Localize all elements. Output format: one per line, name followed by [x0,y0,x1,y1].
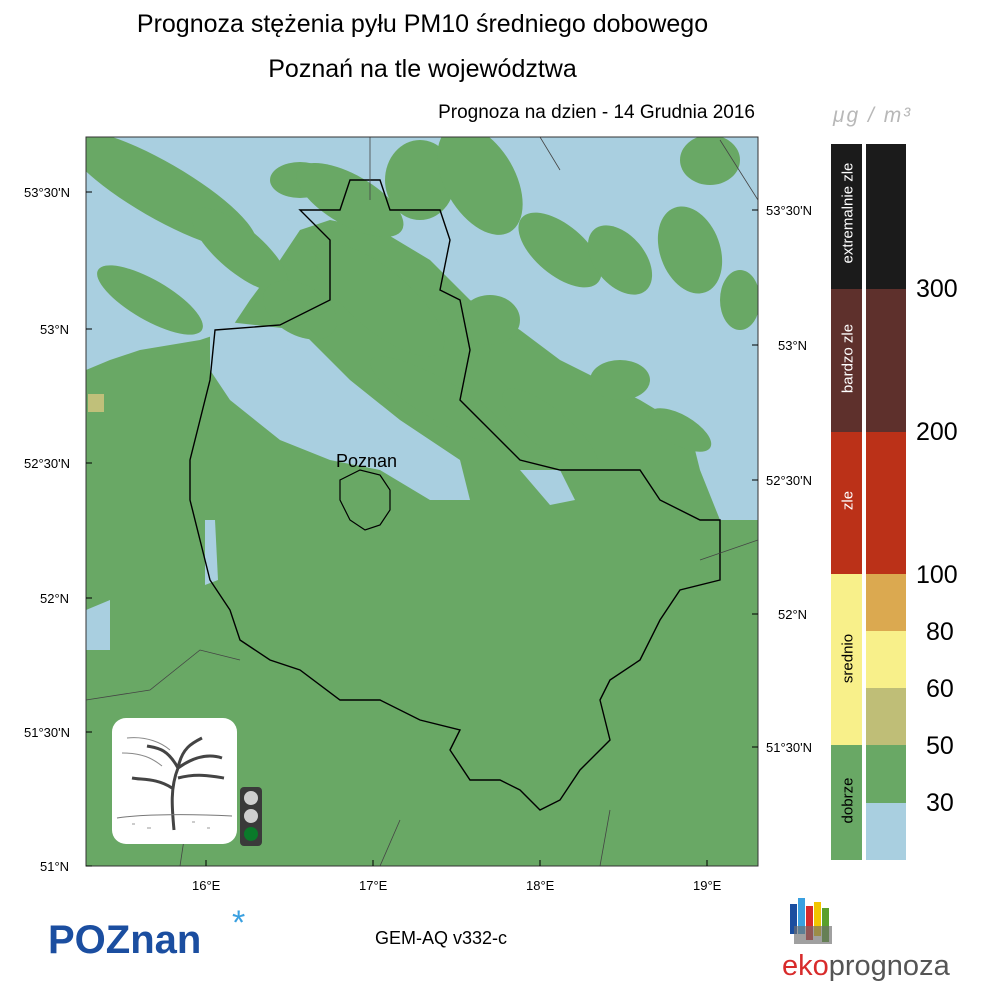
scale-band [866,144,906,289]
threshold-label: 60 [926,675,954,703]
poznan-city-border [339,469,391,531]
lat-label-right: 53°N [778,338,808,353]
good-streaks [86,137,758,472]
lat-label-right: 52°N [778,607,808,622]
threshold-label: 200 [916,418,958,446]
threshold-label: 300 [916,275,958,303]
map-ticks [86,191,758,867]
lat-label-left: 52°30'N [24,456,70,471]
scale-band [866,432,906,574]
moderate-patch [88,394,104,412]
threshold-label: 80 [926,618,954,646]
lat-label-right: 52°30'N [766,473,812,488]
scale-band [866,745,906,803]
legend-category-moderate [831,574,862,745]
wind-tree-icon [112,718,237,844]
legend-label-extreme: extremalnie zle [839,162,857,264]
very-good-regions [86,137,758,650]
model-version: GEM-AQ v332-c [375,928,508,948]
legend-scale-bar [866,144,906,860]
province-border [189,179,721,811]
threshold-label: 50 [926,732,954,760]
legend-label-good: dobrze [839,777,857,824]
city-label: Poznan [336,451,398,471]
legend-label-moderate: srednio [839,633,857,684]
scale-band [866,631,906,688]
traffic-light-red-off-icon [244,791,258,805]
page-title: Prognoza stężenia pyłu PM10 średniego do… [136,10,709,38]
legend-category-very-bad [831,289,862,432]
ekoprognoza-bars-icon [790,898,840,946]
legend-category-good [831,745,862,860]
traffic-light-green-on-icon [244,827,258,841]
threshold-label: 30 [926,789,954,817]
legend-label-very-bad: bardzo zle [839,323,857,394]
legend-label-bad: zle [839,490,857,511]
lat-label-left: 51°N [40,859,70,874]
scale-band [866,574,906,631]
scale-band [866,803,906,860]
threshold-label: 100 [916,561,958,589]
poznan-logo-text: POZnan [48,918,202,962]
scale-band [866,688,906,745]
forecast-date: Prognoza na dzien - 14 Grudnia 2016 [438,102,755,123]
lat-label-left: 53°N [40,322,70,337]
traffic-light-yellow-off-icon [244,809,258,823]
page-subtitle: Poznań na tle województwa [268,55,577,83]
scale-band [866,289,906,432]
poznan-logo: POZnan * [48,904,245,963]
lon-label: 19°E [693,878,722,893]
legend-category-bad [831,432,862,574]
asterisk-icon: * [232,904,246,942]
ekoprognoza-name: prognoza [828,950,950,982]
lat-label-left: 52°N [40,591,70,606]
legend-category-bar [831,144,862,860]
lon-label: 18°E [526,878,555,893]
ekoprognoza-logo-text: ekoprognoza [782,950,950,982]
lat-label-left: 53°30'N [24,185,70,200]
lon-label: 17°E [359,878,388,893]
lon-label: 16°E [192,878,221,893]
lat-label-right: 51°30'N [766,740,812,755]
tree-icon [116,736,233,831]
lat-label-right: 53°30'N [766,203,812,218]
map-frame [85,136,759,867]
legend-category-extreme [831,144,862,289]
legend-unit: μg / m³ [833,104,913,127]
traffic-light [240,787,262,846]
lat-label-left: 51°30'N [24,725,70,740]
